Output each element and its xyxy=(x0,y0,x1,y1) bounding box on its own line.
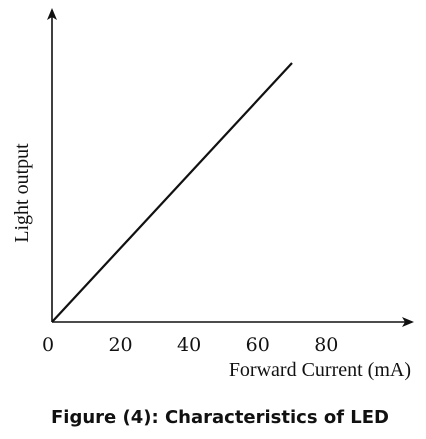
series-layer xyxy=(51,62,293,323)
x-tick-label: 0 xyxy=(42,334,54,356)
series-line xyxy=(51,62,293,323)
x-tick-label: 40 xyxy=(177,334,201,356)
x-tick-label: 80 xyxy=(314,334,338,356)
x-tick-label: 60 xyxy=(246,334,270,356)
x-tick-label: 20 xyxy=(108,334,132,356)
figure-caption: Figure (4): Characteristics of LED xyxy=(51,407,389,428)
x-axis-label: Forward Current (mA) xyxy=(229,359,411,381)
y-axis-label: Light output xyxy=(11,143,33,243)
x-tick-labels: 0 20 40 60 80 xyxy=(42,334,338,356)
